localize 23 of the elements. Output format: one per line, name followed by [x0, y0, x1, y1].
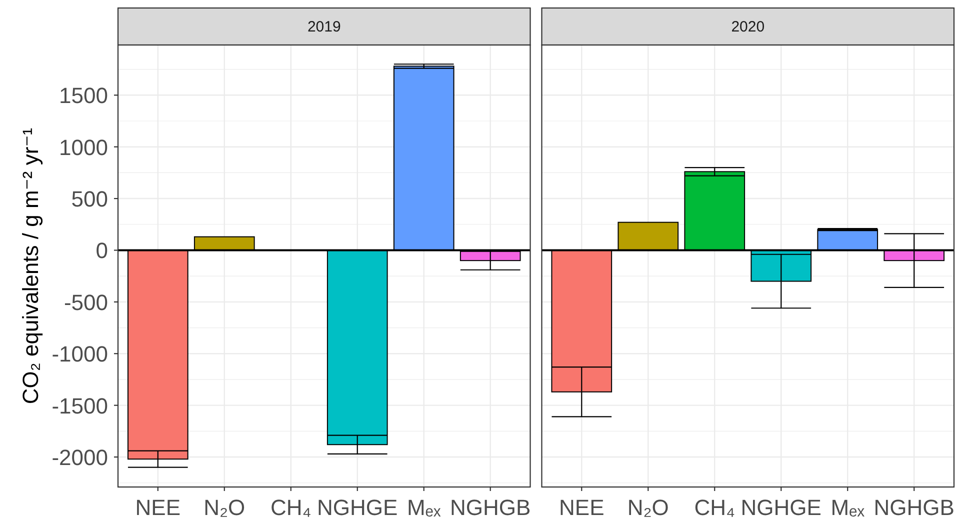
x-tick-label: Mₑₓ [830, 494, 866, 520]
chart-title: 2020 [731, 18, 765, 35]
y-tick-label: -1500 [52, 392, 108, 418]
x-tick-label: NGHGE [740, 494, 822, 520]
x-tick-label: NGHGE [317, 494, 398, 520]
x-tick-label: N₂O [204, 494, 246, 520]
x-tick-label: NEE [135, 494, 181, 520]
x-tick-label: NEE [559, 494, 604, 520]
chart-title: 2019 [307, 18, 341, 35]
y-tick-label: 1500 [59, 82, 108, 108]
y-tick-label: -2000 [52, 444, 108, 470]
y-axis-title: CO₂ equivalents / g m⁻² yr⁻¹ [18, 128, 42, 404]
y-tick-label: 500 [71, 186, 108, 212]
y-tick-label: 0 [96, 238, 108, 263]
y-tick-label: -500 [64, 289, 108, 314]
x-tick-label: N₂O [627, 494, 669, 520]
x-tick-label: Mₑₓ [406, 494, 442, 520]
y-tick-label: -1000 [52, 341, 108, 366]
x-tick-label: CH₄ [270, 494, 312, 520]
x-tick-label: CH₄ [694, 494, 736, 520]
x-tick-label: NGHGB [450, 494, 531, 520]
y-tick-label: 1000 [59, 134, 108, 160]
x-tick-label: NGHGB [874, 494, 954, 520]
